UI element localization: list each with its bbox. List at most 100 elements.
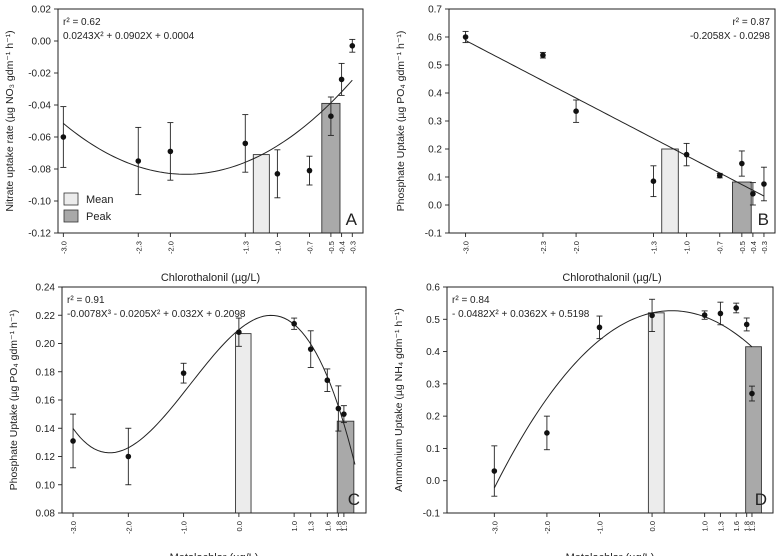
x-tick-label: 1.6 <box>732 521 741 531</box>
data-point <box>338 76 345 83</box>
x-tick-label: 1.0 <box>290 521 299 531</box>
data-point <box>749 390 755 397</box>
legend-peak-swatch <box>63 209 79 223</box>
data-point <box>491 468 498 474</box>
panel-letter: B <box>758 210 769 229</box>
y-axis-title: Phosphate Uptake (µg PO₄ gdm⁻¹ h⁻¹) <box>8 310 20 491</box>
y-tick-label: -0.02 <box>28 69 51 80</box>
y-tick-label: 0.00 <box>32 37 52 48</box>
fit-equation-label: -0.0078X³ - 0.0205X² + 0.032X + 0.2098 <box>67 309 246 320</box>
data-point <box>544 430 550 436</box>
panel-letter: C <box>348 490 360 509</box>
x-tick-label: -0.3 <box>348 241 357 254</box>
y-tick-label: -0.04 <box>28 101 51 112</box>
y-axis-title: Nitrate uptake rate (µg NO₃ gdm⁻¹ h⁻¹) <box>4 30 16 211</box>
plot-frame <box>446 286 774 514</box>
data-point <box>733 305 739 311</box>
x-axis-title: Chlorothalonil (µg/L) <box>161 272 260 284</box>
bar-mean <box>647 312 665 514</box>
bar-mean <box>252 154 270 234</box>
r-squared-label: r² = 0.91 <box>67 295 105 306</box>
data-point <box>341 411 347 417</box>
legend-mean-label: Mean <box>86 194 114 206</box>
y-tick-label: -0.10 <box>28 197 51 208</box>
x-tick-label: 1.8 <box>743 521 752 531</box>
bar-mean <box>235 333 252 514</box>
x-tick-label: -0.7 <box>716 241 725 254</box>
data-point <box>349 43 356 49</box>
x-tick-label: 1.9 <box>748 521 757 531</box>
y-tick-label: 0.0 <box>426 476 440 487</box>
panel-c-chart: 0.08 0.10 0.12 0.14 0.16 0.18 0.20 0.22 0.24 -3.0… <box>8 283 367 556</box>
x-tick-label: 0.0 <box>235 521 244 531</box>
y-tick-label: 0.6 <box>426 283 440 294</box>
y-axis-title: Phosphate Uptake (µg PO₄ gdm⁻¹ h⁻¹) <box>395 31 407 212</box>
data-point <box>180 370 187 376</box>
fit-curve <box>493 310 753 489</box>
y-tick-label: 0.18 <box>36 367 56 378</box>
plot-frame <box>57 8 364 234</box>
x-tick-label: -0.5 <box>327 241 336 254</box>
bar-peak <box>745 346 762 514</box>
y-tick-label: 0.14 <box>36 424 56 435</box>
data-point <box>167 148 174 155</box>
bar-mean <box>661 148 679 234</box>
panel-b-chart: -0.1 0.0 0.1 0.2 0.3 0.4 0.5 0.6 0.7 -3.0 -2.3 -2.0… <box>395 5 776 284</box>
x-tick-label: -3.0 <box>69 521 78 534</box>
x-axis-title: Metolachlor (µg/L) <box>566 552 655 556</box>
data-point <box>324 377 331 384</box>
y-tick-label: 0.16 <box>36 396 56 407</box>
y-tick-label: -0.1 <box>425 229 443 240</box>
x-tick-label: -2.0 <box>166 241 175 254</box>
r-squared-label: r² = 0.87 <box>732 17 770 28</box>
data-point <box>70 438 76 444</box>
data-point <box>60 134 67 140</box>
panel-d-chart: -0.1 0.0 0.1 0.2 0.3 0.4 0.5 0.6 -3.0 -2.0 -1.0 0.0… <box>393 283 774 556</box>
panel-letter: D <box>755 490 767 509</box>
fit-equation-label: 0.0243X² + 0.0902X + 0.0004 <box>63 31 195 42</box>
data-point <box>716 172 723 179</box>
legend-peak-label: Peak <box>86 211 112 223</box>
x-tick-label: 1.9 <box>340 521 349 531</box>
plot-frame <box>448 8 776 234</box>
x-tick-label: 1.6 <box>323 521 332 531</box>
y-tick-label: 0.4 <box>428 89 442 100</box>
y-tick-label: 0.4 <box>426 347 440 358</box>
y-axis-title: Ammonium Uptake (µg NH₄ gdm⁻¹ h⁻¹) <box>393 308 405 492</box>
fit-equation-label: -0.2058X - 0.0298 <box>690 31 770 42</box>
data-point <box>683 151 690 158</box>
y-tick-label: 0.1 <box>428 173 442 184</box>
r-squared-label: r² = 0.62 <box>63 17 101 28</box>
data-point <box>328 113 334 119</box>
y-tick-label: 0.3 <box>426 379 440 390</box>
y-tick-label: 0.02 <box>32 5 52 16</box>
x-tick-label: 1.3 <box>307 521 316 531</box>
x-tick-label: -0.5 <box>738 241 747 254</box>
x-tick-label: 1.0 <box>701 521 710 531</box>
y-tick-label: 0.3 <box>428 117 442 128</box>
y-tick-label: -0.12 <box>28 229 51 240</box>
y-tick-label: 0.2 <box>426 412 440 423</box>
data-point <box>306 167 313 174</box>
y-tick-label: 0.5 <box>426 315 440 326</box>
fit-curve <box>465 40 765 197</box>
data-point <box>307 346 314 352</box>
x-tick-label: -1.0 <box>595 521 604 534</box>
plot-frame <box>61 286 367 514</box>
data-point <box>717 310 724 317</box>
x-tick-label: -3.0 <box>59 241 68 254</box>
y-tick-label: -0.06 <box>28 133 51 144</box>
x-tick-label: -1.0 <box>683 241 692 254</box>
x-tick-label: -2.0 <box>572 241 581 254</box>
x-tick-label: -2.0 <box>124 521 133 534</box>
x-tick-label: -0.4 <box>338 241 347 254</box>
y-tick-label: 0.08 <box>36 509 56 520</box>
panel-a-chart: -0.12 -0.10 -0.08 -0.06 -0.04 -0.02 0.00 0.02 -3… <box>4 5 364 284</box>
data-point <box>291 320 297 327</box>
y-tick-label: -0.08 <box>28 165 51 176</box>
data-point <box>750 191 756 197</box>
y-tick-label: -0.1 <box>423 509 441 520</box>
y-tick-label: 0.5 <box>428 61 442 72</box>
y-tick-label: 0.10 <box>36 480 56 491</box>
